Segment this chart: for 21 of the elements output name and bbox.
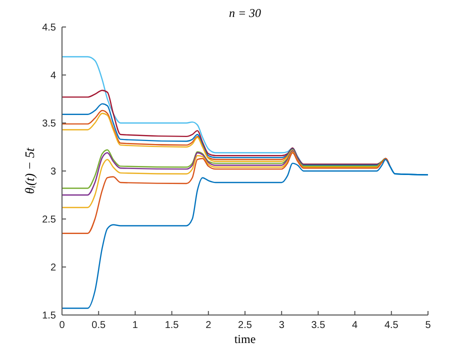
x-tick-label: 3 (278, 320, 285, 331)
y-tick-label: 3.5 (42, 118, 56, 130)
x-tick-label: 4 (352, 320, 358, 331)
x-tick-label: 0.5 (92, 320, 106, 331)
y-tick-label: 4.5 (42, 22, 56, 34)
x-tick-label: 0 (59, 320, 66, 331)
y-tick-label: 4 (50, 70, 56, 82)
x-tick-label: 5 (425, 320, 432, 331)
x-tick-label: 1.5 (164, 320, 180, 331)
x-tick-label: 4.5 (384, 320, 399, 331)
y-tick-label: 2.5 (42, 214, 56, 226)
y-tick-label: 1.5 (42, 310, 56, 322)
x-axis-title: time (234, 332, 256, 346)
chart-title: n = 30 (228, 6, 262, 20)
y-tick-label: 2 (50, 262, 56, 274)
y-tick-label: 3 (50, 166, 56, 178)
y-axis-title: θᵢ(t) − 5t (22, 148, 37, 194)
x-tick-label: 1 (132, 320, 138, 331)
x-tick-label: 2.5 (238, 320, 252, 331)
x-tick-label: 3.5 (311, 320, 326, 331)
x-tick-label: 2 (206, 320, 212, 331)
